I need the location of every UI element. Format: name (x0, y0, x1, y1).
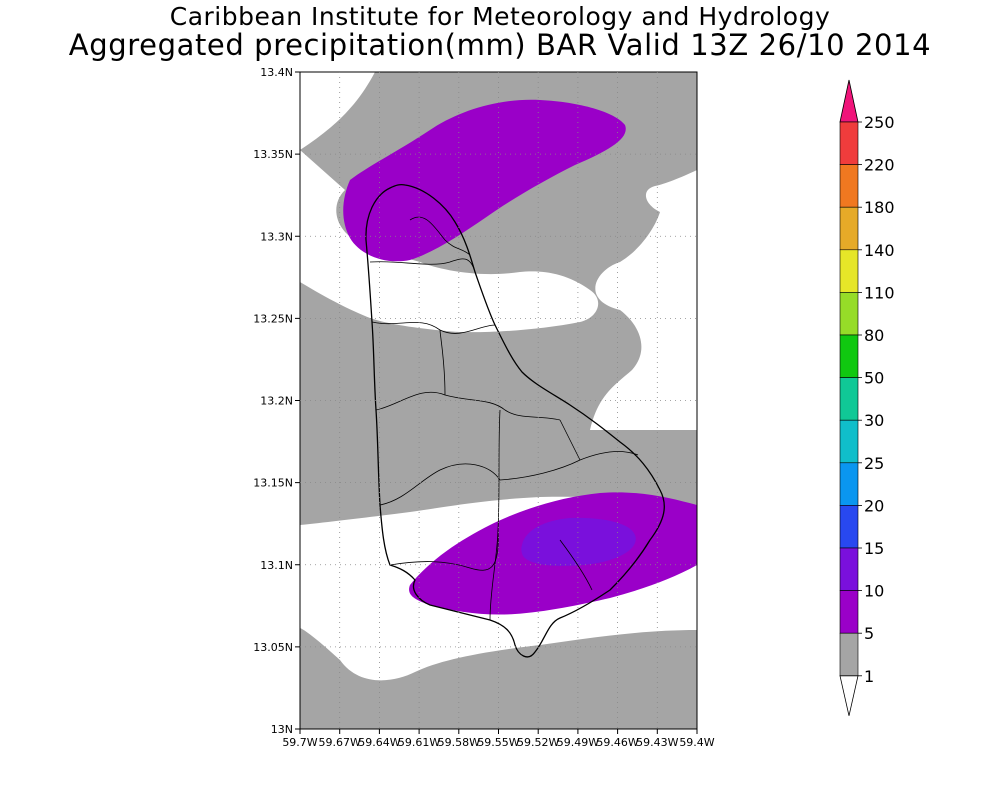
longitude-axis: 59.7W 59.67W59.64W59.61W59.58W59.55W59.52… (282, 729, 715, 749)
lon-tick-label: 59.46W (596, 736, 638, 749)
colorbar-label: 80 (864, 326, 884, 345)
colorbar-label: 5 (864, 624, 874, 643)
precip-fields (300, 72, 697, 729)
lon-tick-label: 59.52W (517, 736, 559, 749)
colorbar-top-triangle (839, 79, 859, 123)
lat-tick-label: 13.4N (260, 66, 293, 79)
lat-tick-label: 13.2N (260, 395, 293, 408)
colorbar-swatch (839, 292, 859, 336)
colorbar-swatch (839, 206, 859, 251)
chart-title-line1: Caribbean Institute for Meteorology and … (169, 2, 831, 31)
precip-contour-5mm-north (343, 99, 626, 262)
colorbar-swatch (839, 590, 859, 634)
lon-tick-label: 59.4W (679, 736, 714, 749)
latitude-axis: 13N 13.05N 13.1N 13.15N 13.2N 13.25N 13.3N 13.3… (253, 66, 300, 736)
lat-tick-label: 13N (271, 723, 293, 736)
island-coastline (365, 183, 665, 658)
colorbar-label: 20 (864, 496, 884, 515)
map-gridlines (300, 72, 697, 729)
colorbar-swatch (839, 121, 859, 165)
colorbar-label: 30 (864, 411, 884, 430)
lon-tick-label: 59.64W (358, 736, 400, 749)
colorbar-label: 10 (864, 582, 884, 601)
colorbar-swatch (839, 164, 859, 208)
colorbar-swatch (839, 505, 859, 549)
lon-tick-label: 59.49W (557, 736, 599, 749)
lon-tick-label: 59.67W (319, 736, 361, 749)
colorbar-label: 180 (864, 198, 895, 217)
colorbar-label: 50 (864, 369, 884, 388)
lon-tick-label: 59.43W (636, 736, 678, 749)
colorbar-swatch (839, 249, 859, 293)
lon-tick-label: 59.7W (282, 736, 317, 749)
colorbar-swatch (839, 547, 859, 591)
colorbar-label: 110 (864, 283, 895, 302)
colorbar-label: 220 (864, 156, 895, 175)
colorbar-label: 250 (864, 113, 895, 132)
precip-contour-10mm-south (521, 517, 636, 566)
colorbar-swatch (839, 377, 859, 421)
lon-tick-label: 59.58W (438, 736, 480, 749)
colorbar-swatch (839, 632, 859, 677)
lat-tick-label: 13.3N (260, 230, 293, 243)
lat-tick-label: 13.05N (253, 641, 293, 654)
colorbar-label: 15 (864, 539, 884, 558)
lon-tick-label: 59.55W (477, 736, 519, 749)
colorbar-label: 140 (864, 241, 895, 260)
lat-tick-label: 13.35N (253, 148, 293, 161)
colorbar-bottom-triangle (839, 675, 859, 716)
lat-tick-label: 13.15N (253, 477, 293, 490)
lat-tick-label: 13.25N (253, 312, 293, 325)
colorbar-swatch (839, 462, 859, 506)
lat-tick-label: 13.1N (260, 559, 293, 572)
chart-title-line2: Aggregated precipitation(mm) BAR Valid 1… (68, 28, 932, 62)
lon-tick-label: 59.61W (398, 736, 440, 749)
colorbar-label: 25 (864, 454, 884, 473)
colorbar-label: 1 (864, 667, 874, 686)
colorbar-swatch (839, 334, 859, 378)
colorbar: 250 220 180 140 110 80 50 30 25 20 15 10 5 1 (839, 79, 895, 716)
colorbar-swatch (839, 419, 859, 464)
